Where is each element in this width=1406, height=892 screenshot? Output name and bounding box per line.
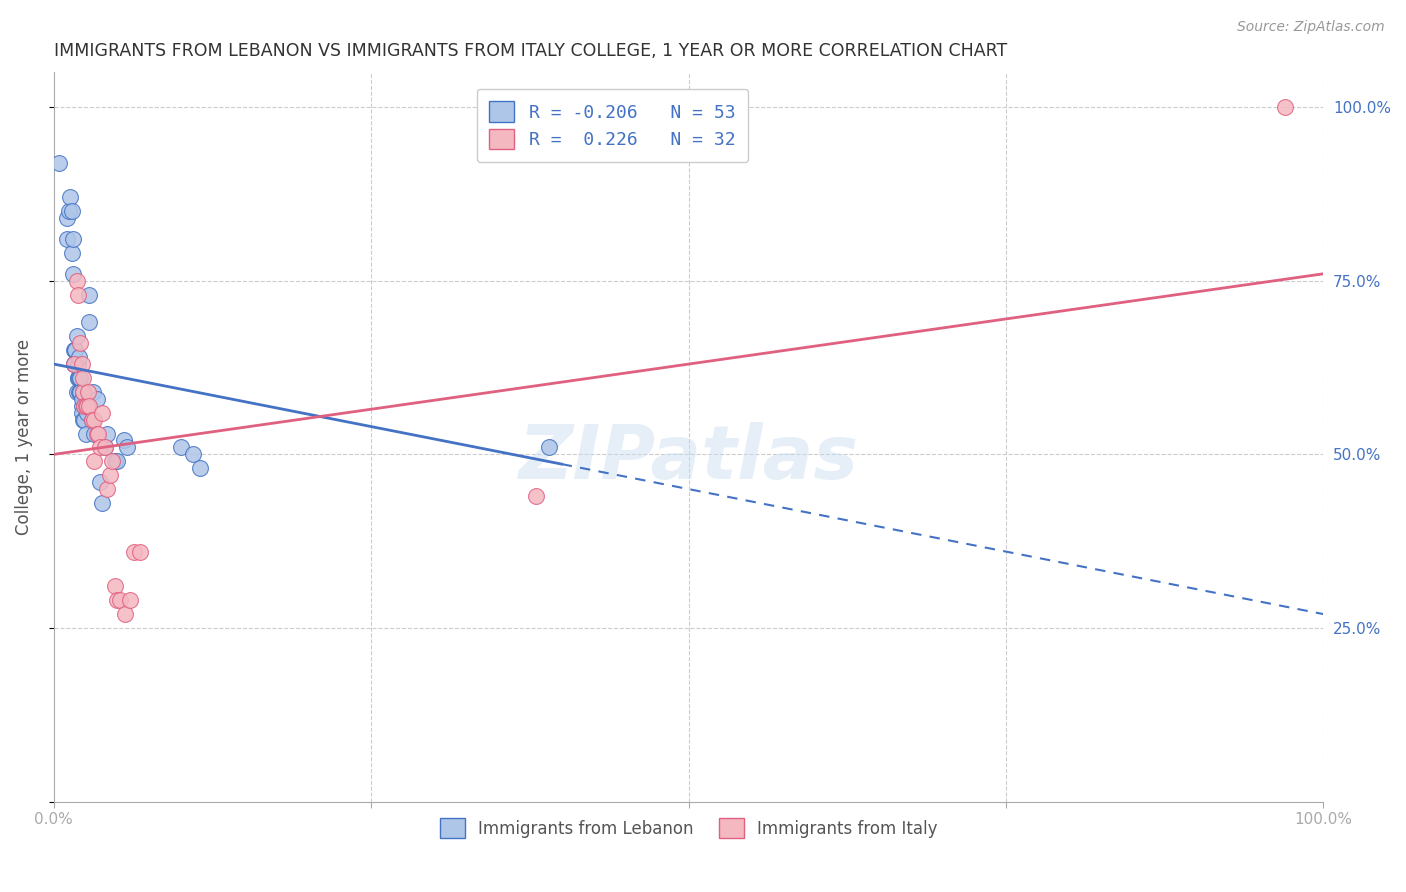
- Point: [105, 454, 128, 468]
- Point: [55, 232, 77, 246]
- Point: [72, 384, 94, 399]
- Point: [93, 441, 115, 455]
- Point: [66, 371, 89, 385]
- Point: [117, 441, 139, 455]
- Point: [83, 426, 105, 441]
- Y-axis label: College, 1 year or more: College, 1 year or more: [15, 339, 32, 535]
- Point: [67, 350, 90, 364]
- Point: [86, 426, 108, 441]
- Text: ZIPatlas: ZIPatlas: [519, 423, 859, 495]
- Point: [70, 399, 93, 413]
- Point: [118, 593, 141, 607]
- Point: [67, 371, 90, 385]
- Point: [93, 441, 115, 455]
- Point: [63, 357, 86, 371]
- Point: [91, 406, 114, 420]
- Point: [79, 315, 101, 329]
- Point: [80, 412, 103, 426]
- Point: [60, 246, 83, 260]
- Point: [183, 447, 205, 461]
- Point: [80, 412, 103, 426]
- Point: [62, 232, 84, 246]
- Point: [82, 384, 104, 399]
- Point: [63, 343, 86, 358]
- Point: [91, 496, 114, 510]
- Point: [79, 399, 101, 413]
- Point: [69, 336, 91, 351]
- Point: [67, 384, 90, 399]
- Point: [98, 468, 121, 483]
- Point: [170, 441, 193, 455]
- Point: [75, 399, 97, 413]
- Point: [70, 392, 93, 406]
- Point: [76, 406, 98, 420]
- Point: [66, 287, 89, 301]
- Point: [69, 384, 91, 399]
- Point: [89, 441, 111, 455]
- Point: [77, 384, 100, 399]
- Point: [104, 454, 127, 468]
- Point: [66, 357, 89, 371]
- Point: [87, 426, 110, 441]
- Point: [105, 593, 128, 607]
- Point: [65, 343, 87, 358]
- Point: [86, 392, 108, 406]
- Point: [89, 475, 111, 490]
- Point: [66, 371, 89, 385]
- Point: [108, 593, 131, 607]
- Point: [122, 544, 145, 558]
- Point: [104, 579, 127, 593]
- Point: [60, 204, 83, 219]
- Point: [75, 399, 97, 413]
- Point: [48, 155, 70, 169]
- Point: [96, 482, 118, 496]
- Point: [83, 412, 105, 426]
- Point: [70, 406, 93, 420]
- Point: [76, 399, 98, 413]
- Text: Source: ZipAtlas.com: Source: ZipAtlas.com: [1237, 20, 1385, 34]
- Point: [55, 211, 77, 226]
- Point: [101, 454, 124, 468]
- Point: [524, 489, 547, 503]
- Point: [112, 434, 135, 448]
- Text: IMMIGRANTS FROM LEBANON VS IMMIGRANTS FROM ITALY COLLEGE, 1 YEAR OR MORE CORRELA: IMMIGRANTS FROM LEBANON VS IMMIGRANTS FR…: [53, 42, 1007, 60]
- Point: [66, 329, 89, 343]
- Point: [70, 357, 93, 371]
- Point: [83, 454, 105, 468]
- Point: [79, 287, 101, 301]
- Point: [58, 204, 80, 219]
- Point: [59, 190, 82, 204]
- Point: [66, 274, 89, 288]
- Point: [65, 343, 87, 358]
- Point: [72, 412, 94, 426]
- Point: [63, 357, 86, 371]
- Point: [537, 441, 560, 455]
- Point: [188, 461, 211, 475]
- Point: [63, 357, 86, 371]
- Point: [96, 426, 118, 441]
- Point: [73, 399, 96, 413]
- Point: [73, 412, 96, 426]
- Point: [72, 371, 94, 385]
- Point: [129, 544, 152, 558]
- Point: [62, 267, 84, 281]
- Point: [66, 384, 89, 399]
- Point: [69, 384, 91, 399]
- Point: [1274, 100, 1296, 114]
- Point: [69, 371, 91, 385]
- Point: [72, 384, 94, 399]
- Point: [114, 607, 136, 621]
- Legend: Immigrants from Lebanon, Immigrants from Italy: Immigrants from Lebanon, Immigrants from…: [433, 812, 943, 845]
- Point: [75, 426, 97, 441]
- Point: [73, 399, 96, 413]
